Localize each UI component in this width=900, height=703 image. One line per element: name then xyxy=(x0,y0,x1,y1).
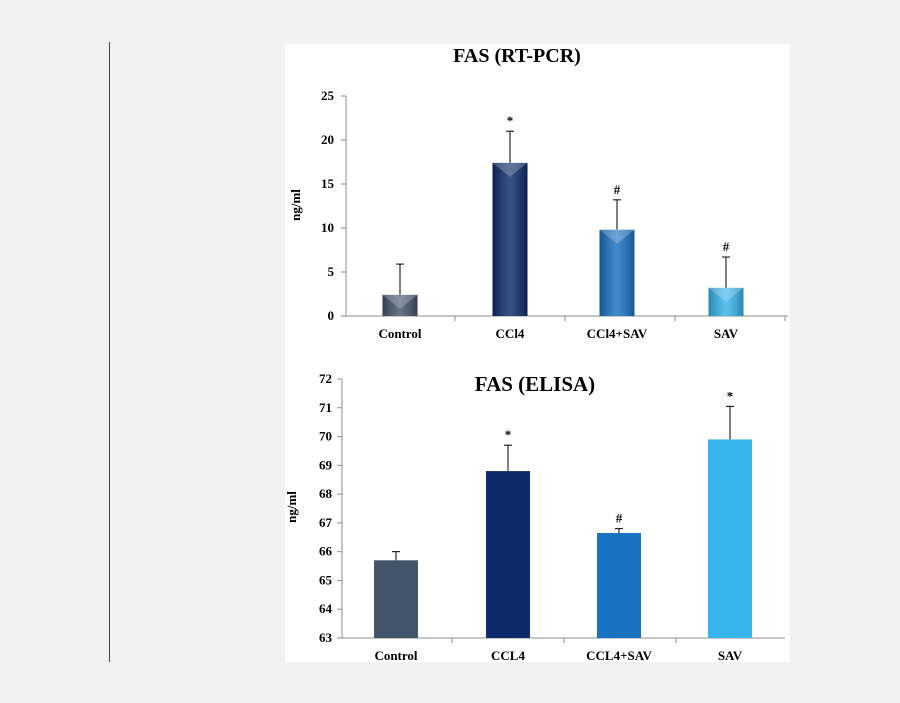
y-tick-label: 72 xyxy=(319,371,332,386)
y-axis-label: ng/ml xyxy=(288,189,303,221)
y-tick-label: 67 xyxy=(319,515,333,530)
bar-top-facet xyxy=(492,162,528,177)
bar-shading xyxy=(599,229,635,316)
y-tick-label: 25 xyxy=(321,88,335,103)
y-tick-label: 63 xyxy=(319,630,333,645)
y-tick-label: 71 xyxy=(319,400,332,415)
chart-title: FAS (ELISA) xyxy=(475,372,595,396)
figure-panel xyxy=(285,44,790,662)
significance-marker: * xyxy=(727,388,734,403)
y-tick-label: 15 xyxy=(321,176,335,191)
bar-shading xyxy=(492,162,528,316)
bar-shading xyxy=(708,287,744,316)
y-tick-label: 65 xyxy=(319,572,333,587)
significance-marker: # xyxy=(614,182,621,197)
x-category-label: CCL4+SAV xyxy=(586,648,652,663)
y-tick-labels: 0 5 10 15 20 25 xyxy=(321,88,335,323)
significance-marker: # xyxy=(616,511,623,526)
x-category-label: CCL4 xyxy=(491,648,525,663)
bar-top-facet xyxy=(382,294,418,309)
chart-rt-pcr: FAS (RT-PCR) ng/ml 0 5 10 15 20 25 Contr… xyxy=(288,45,788,341)
x-category-label: SAV xyxy=(714,326,739,341)
y-tick-label: 0 xyxy=(328,308,335,323)
bar-top-facet xyxy=(599,229,635,244)
y-axis-label: ng/ml xyxy=(284,491,299,523)
y-tick-label: 10 xyxy=(321,220,334,235)
bar xyxy=(708,439,752,638)
significance-marker: * xyxy=(507,113,514,128)
x-category-label: Control xyxy=(378,326,421,341)
bar xyxy=(486,471,530,638)
y-tick-label: 64 xyxy=(319,601,333,616)
bar-top-facet xyxy=(708,287,744,302)
x-category-label: CCl4+SAV xyxy=(587,326,648,341)
y-tick-label: 69 xyxy=(319,457,333,472)
bar xyxy=(374,560,418,638)
significance-markers: * # * xyxy=(505,388,734,525)
y-tick-label: 20 xyxy=(321,132,334,147)
x-category-labels: Control CCL4 CCL4+SAV SAV xyxy=(374,648,742,663)
significance-marker: # xyxy=(723,239,730,254)
y-tick-label: 68 xyxy=(319,486,333,501)
y-tick-label: 70 xyxy=(319,429,332,444)
y-tick-label: 5 xyxy=(328,264,335,279)
bar xyxy=(597,532,641,638)
x-category-label: Control xyxy=(374,648,417,663)
chart-title: FAS (RT-PCR) xyxy=(453,45,581,67)
significance-markers: * # # xyxy=(507,113,730,254)
y-tick-label: 66 xyxy=(319,544,333,559)
x-category-label: CCl4 xyxy=(496,326,525,341)
significance-marker: * xyxy=(505,427,512,442)
page-divider-line xyxy=(109,42,110,662)
y-tick-labels: 63 64 65 66 67 68 69 70 71 72 xyxy=(319,371,333,645)
x-category-label: SAV xyxy=(718,648,743,663)
x-category-labels: Control CCl4 CCl4+SAV SAV xyxy=(378,326,738,341)
bar-shading xyxy=(382,294,418,316)
chart-elisa: FAS (ELISA) ng/ml 63 64 65 66 67 68 69 7… xyxy=(284,371,785,663)
